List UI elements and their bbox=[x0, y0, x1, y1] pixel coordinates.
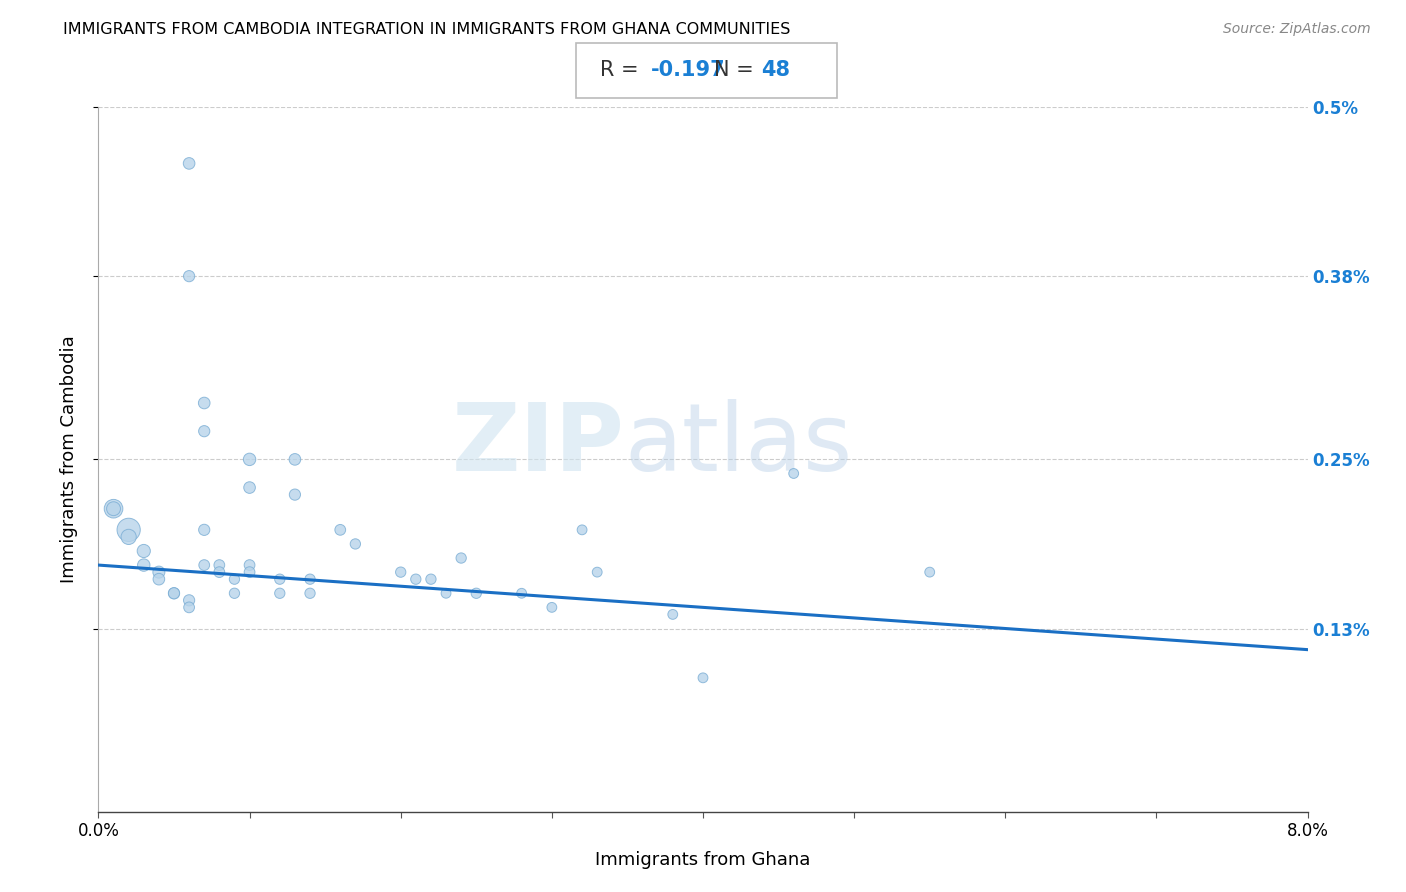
Point bbox=[269, 586, 291, 600]
Point bbox=[450, 551, 472, 566]
Point bbox=[239, 481, 262, 495]
Point bbox=[118, 523, 141, 537]
Text: atlas: atlas bbox=[624, 400, 852, 491]
Point bbox=[661, 607, 683, 622]
Point bbox=[193, 558, 215, 573]
Point bbox=[224, 586, 246, 600]
Point bbox=[420, 572, 443, 586]
Point bbox=[586, 565, 609, 579]
Point bbox=[132, 558, 155, 573]
Point bbox=[208, 558, 231, 573]
Point bbox=[284, 452, 307, 467]
Text: -0.197: -0.197 bbox=[651, 61, 725, 80]
Point bbox=[148, 565, 170, 579]
Text: Source: ZipAtlas.com: Source: ZipAtlas.com bbox=[1223, 22, 1371, 37]
Point bbox=[103, 501, 125, 516]
Point bbox=[434, 586, 457, 600]
Point bbox=[103, 501, 125, 516]
Point bbox=[299, 586, 322, 600]
Text: R =: R = bbox=[600, 61, 645, 80]
Point bbox=[692, 671, 714, 685]
Point bbox=[193, 424, 215, 438]
Text: N =: N = bbox=[714, 61, 761, 80]
Point bbox=[269, 572, 291, 586]
Point bbox=[239, 452, 262, 467]
Point bbox=[571, 523, 593, 537]
Point bbox=[132, 544, 155, 558]
Point bbox=[208, 565, 231, 579]
Point bbox=[163, 586, 186, 600]
Point bbox=[465, 586, 488, 600]
Point bbox=[239, 565, 262, 579]
Point bbox=[118, 530, 141, 544]
Point bbox=[224, 572, 246, 586]
Point bbox=[179, 269, 201, 284]
Text: 48: 48 bbox=[761, 61, 790, 80]
Point bbox=[299, 572, 322, 586]
Point bbox=[179, 600, 201, 615]
Point bbox=[344, 537, 367, 551]
Point bbox=[284, 487, 307, 501]
Point bbox=[179, 593, 201, 607]
Point bbox=[540, 600, 562, 615]
Point bbox=[510, 586, 533, 600]
Point bbox=[329, 523, 352, 537]
Point bbox=[389, 565, 412, 579]
Point bbox=[193, 396, 215, 410]
Point bbox=[405, 572, 427, 586]
Point bbox=[239, 558, 262, 573]
Point bbox=[193, 523, 215, 537]
Point bbox=[148, 572, 170, 586]
Point bbox=[918, 565, 941, 579]
Point bbox=[163, 586, 186, 600]
Text: IMMIGRANTS FROM CAMBODIA INTEGRATION IN IMMIGRANTS FROM GHANA COMMUNITIES: IMMIGRANTS FROM CAMBODIA INTEGRATION IN … bbox=[63, 22, 790, 37]
Point bbox=[179, 156, 201, 170]
Point bbox=[783, 467, 806, 481]
Y-axis label: Immigrants from Cambodia: Immigrants from Cambodia bbox=[59, 335, 77, 583]
X-axis label: Immigrants from Ghana: Immigrants from Ghana bbox=[595, 851, 811, 869]
Text: ZIP: ZIP bbox=[451, 400, 624, 491]
